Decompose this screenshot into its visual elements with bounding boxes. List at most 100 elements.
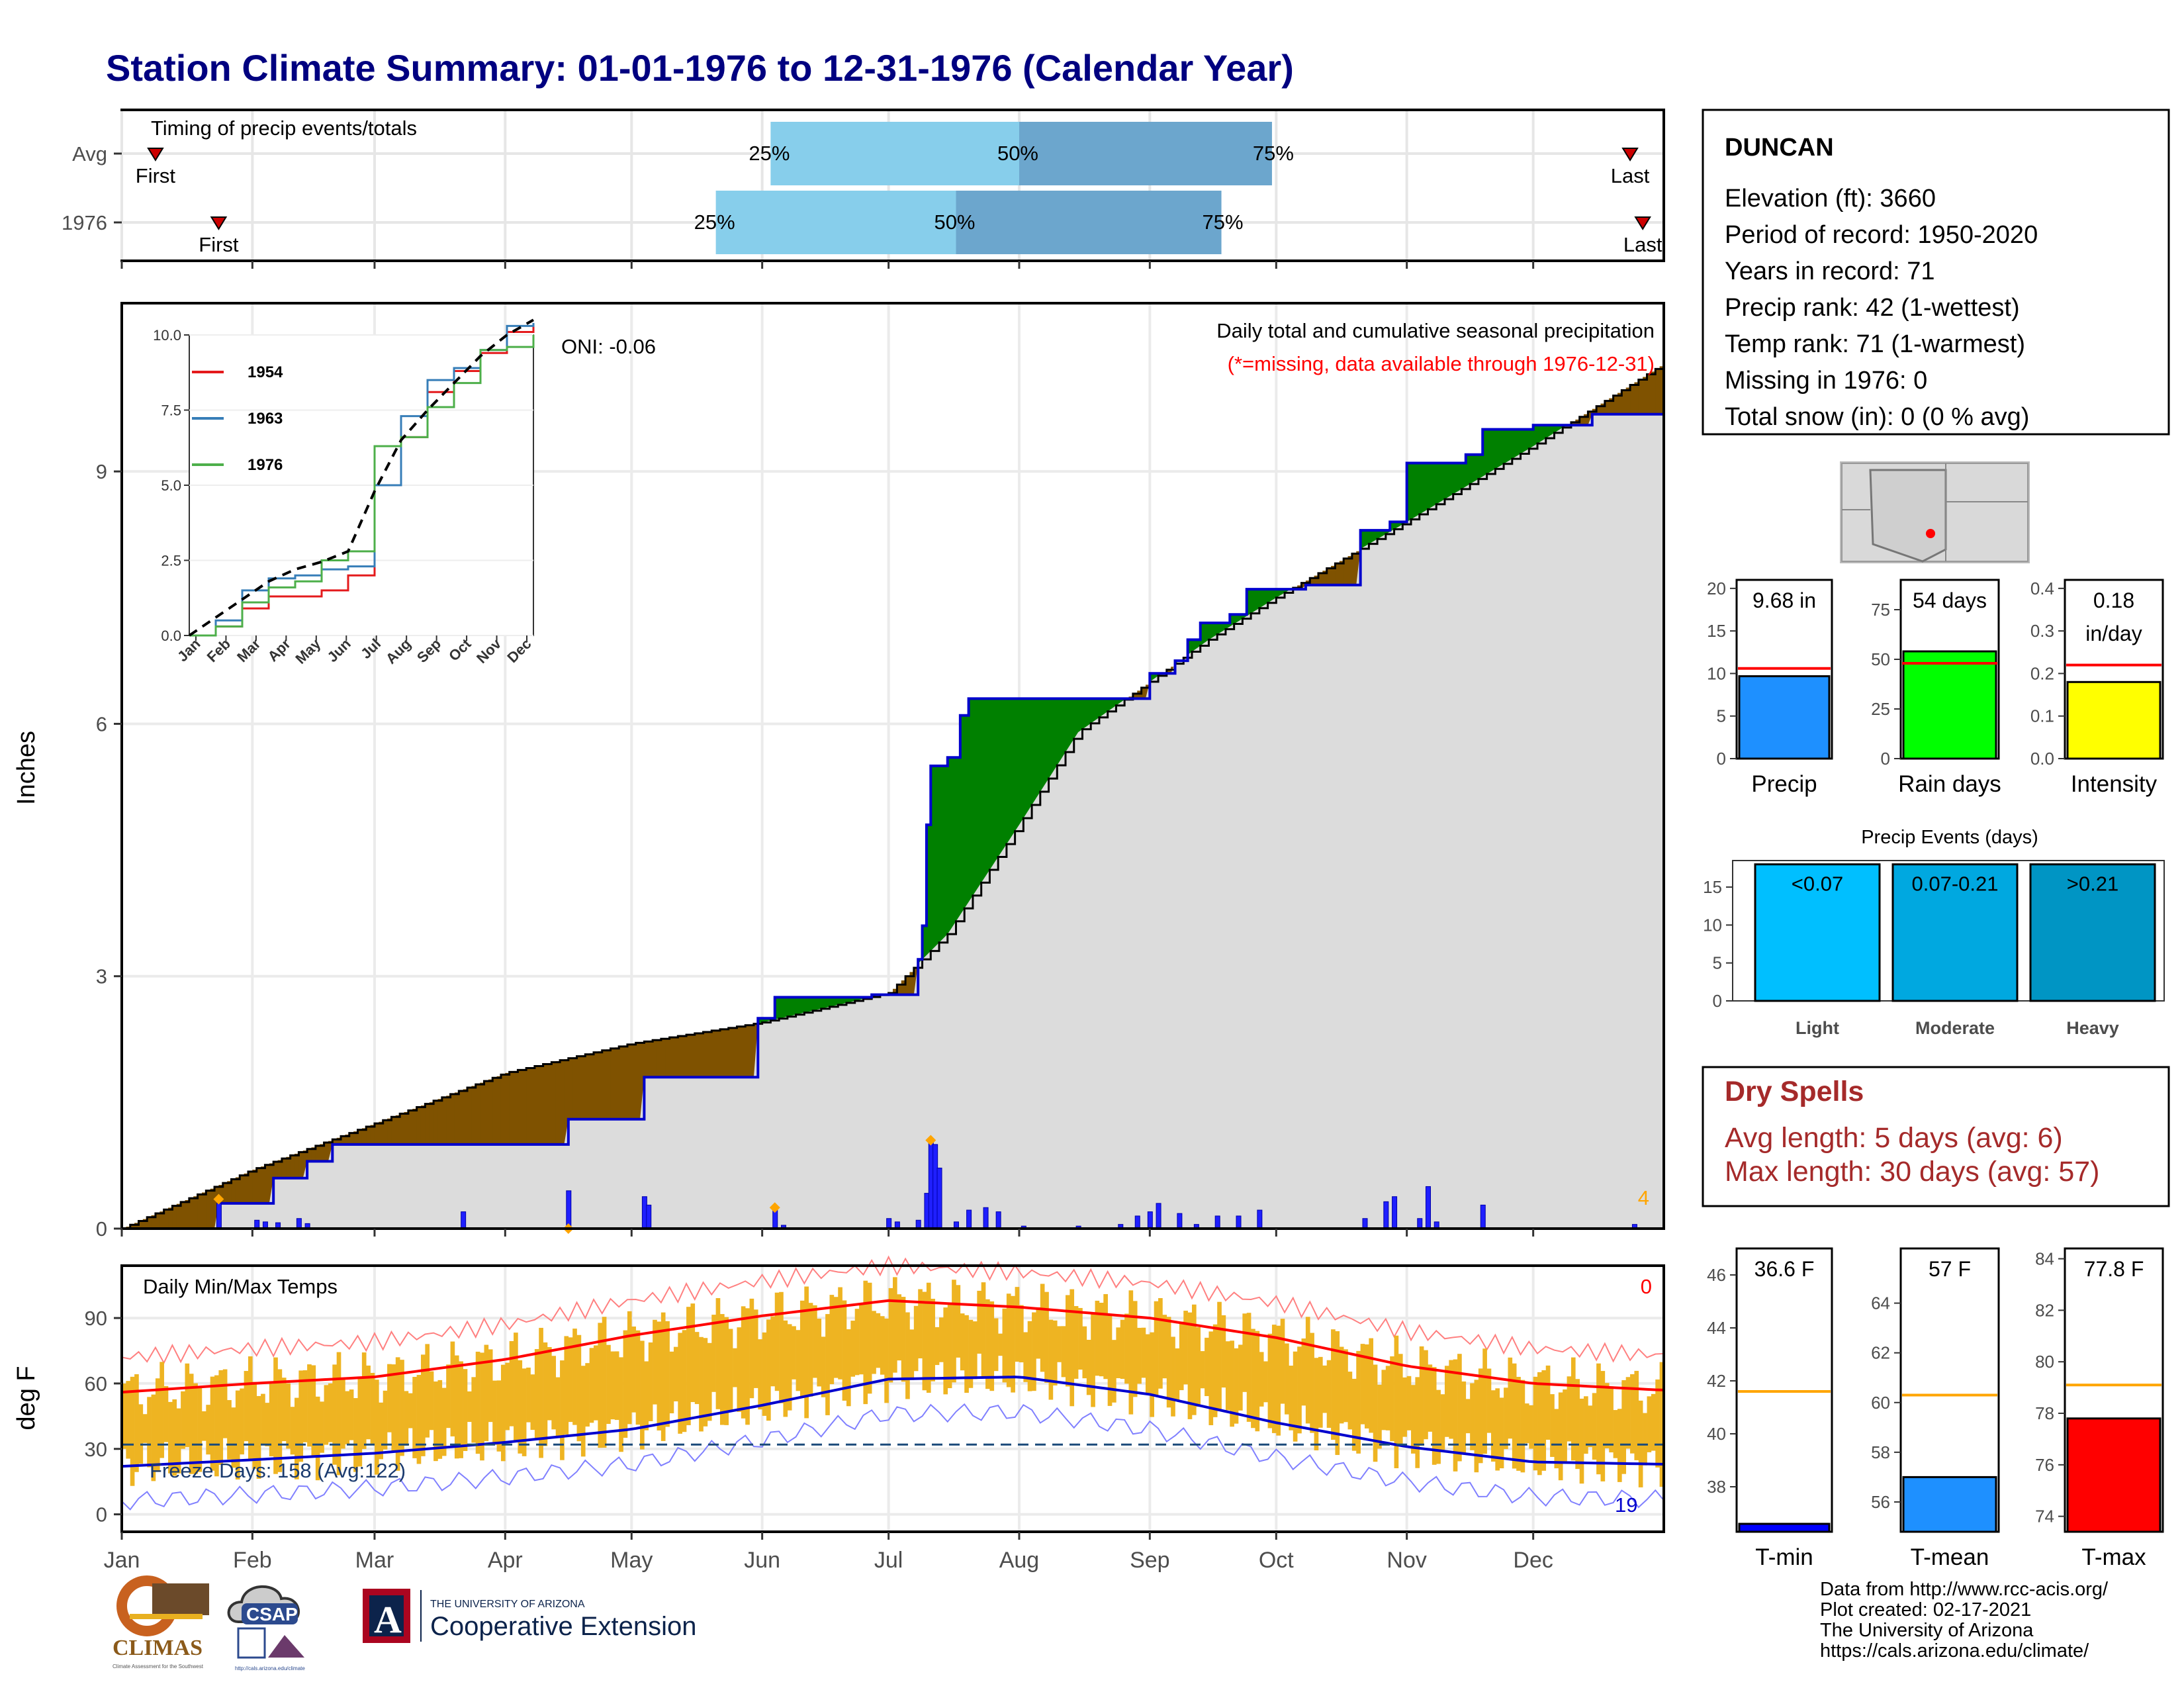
station-line-precip-rank: Precip rank: 42 (1-wettest)	[1725, 294, 2020, 322]
daily-temp-bar	[265, 1403, 269, 1446]
daily-temp-bar	[1470, 1383, 1475, 1450]
daily-temp-bar	[451, 1342, 455, 1436]
daily-temp-bar	[1289, 1366, 1293, 1430]
precip-drier-fill	[202, 1192, 206, 1229]
footer-line-url: https://cals.arizona.edu/climate/	[1820, 1641, 2108, 1662]
precip-drier-fill	[396, 1115, 400, 1145]
daily-temp-bar	[1062, 1326, 1066, 1377]
daily-temp-bar	[147, 1397, 152, 1467]
station-line-snow: Total snow (in): 0 (0 % avg)	[1725, 403, 2029, 431]
precip-drier-fill	[476, 1084, 480, 1145]
precip-y-tick-label: 6	[96, 712, 107, 735]
stat-rain-days-tick-label: 50	[1871, 649, 1890, 669]
daily-temp-bar	[623, 1331, 628, 1438]
daily-temp-bar	[800, 1301, 805, 1398]
precip-drier-fill	[488, 1080, 493, 1145]
daily-temp-bar	[484, 1345, 488, 1442]
precip-drier-fill	[446, 1096, 451, 1145]
daily-temp-bar	[1306, 1317, 1310, 1423]
daily-temp-bar	[1281, 1319, 1285, 1403]
daily-temp-bar	[164, 1386, 169, 1442]
daily-temp-bar	[282, 1378, 287, 1441]
temp-y-tick-label: 30	[85, 1438, 107, 1461]
daily-temp-bar	[754, 1309, 758, 1388]
timing-q50-label: 50%	[997, 142, 1038, 165]
daily-temp-bar	[455, 1356, 459, 1459]
stat-precip-tick-label: 10	[1707, 663, 1726, 683]
daily-temp-bar	[859, 1305, 864, 1374]
daily-temp-bar	[876, 1313, 881, 1368]
daily-temp-bar	[514, 1333, 518, 1442]
precip-wetter-fill	[1457, 463, 1462, 491]
precip-drier-fill	[387, 1119, 392, 1145]
precip-drier-fill	[400, 1113, 404, 1145]
daily-temp-bar	[130, 1377, 135, 1486]
daily-temp-bar	[463, 1369, 468, 1451]
climas-logo-stripe	[130, 1614, 203, 1619]
oni-label: ONI: -0.06	[561, 335, 656, 358]
precip-drier-fill	[737, 1027, 741, 1077]
daily-temp-bar	[1516, 1377, 1521, 1471]
daily-temp-bar	[1217, 1302, 1222, 1411]
daily-temp-bar	[1504, 1387, 1508, 1449]
inset-y-tick-label: 5.0	[161, 477, 181, 494]
daily-temp-bar	[1331, 1329, 1336, 1440]
daily-temp-bar	[1322, 1366, 1327, 1413]
daily-temp-bar	[1529, 1405, 1533, 1449]
daily-precip-bar	[1148, 1212, 1152, 1229]
precip-drier-fill	[451, 1094, 455, 1145]
station-line-temp-rank: Temp rank: 71 (1-warmest)	[1725, 330, 2025, 358]
daily-temp-bar	[1066, 1295, 1070, 1386]
timing-quartile-dark-bar	[956, 191, 1221, 254]
precip-drier-fill	[569, 1058, 573, 1119]
daily-temp-bar	[775, 1293, 780, 1391]
daily-temp-bar	[286, 1383, 291, 1449]
precip-drier-fill	[644, 1041, 649, 1077]
daily-temp-bar	[619, 1357, 623, 1452]
daily-precip-bar	[1426, 1186, 1430, 1229]
stat-rain-days-tick-label: 0	[1881, 749, 1890, 769]
precip-drier-fill	[412, 1109, 417, 1145]
precip-drier-fill	[572, 1057, 577, 1119]
daily-temp-bar	[551, 1356, 556, 1429]
daily-temp-bar	[977, 1291, 981, 1354]
precip-drier-fill	[750, 1025, 754, 1078]
precip-drier-fill	[257, 1168, 261, 1203]
precip-wetter-fill	[1003, 698, 1007, 851]
precip-wetter-fill	[1424, 463, 1428, 512]
daily-temp-bar	[868, 1283, 872, 1394]
daily-temp-bar	[909, 1329, 914, 1380]
daily-temp-bar	[181, 1391, 185, 1449]
daily-temp-bar	[1196, 1327, 1201, 1407]
daily-temp-bar	[252, 1382, 257, 1469]
daily-temp-bar	[1179, 1321, 1184, 1390]
daily-temp-bar	[737, 1327, 741, 1412]
precip-drier-fill	[177, 1204, 181, 1229]
daily-temp-bar	[724, 1317, 729, 1425]
daily-temp-bar	[741, 1306, 746, 1418]
daily-temp-bar	[674, 1347, 678, 1401]
precip-drier-fill	[1348, 556, 1353, 585]
station-name: DUNCAN	[1725, 134, 1834, 162]
daily-temp-bar	[1095, 1301, 1100, 1376]
precip-wetter-fill	[1066, 698, 1070, 752]
precip-drier-fill	[590, 1053, 594, 1119]
precip-drier-fill	[379, 1122, 383, 1145]
precip-drier-fill	[539, 1065, 543, 1145]
precip-wetter-fill	[935, 766, 940, 947]
daily-temp-bar	[952, 1280, 956, 1382]
daily-temp-bar	[1124, 1313, 1129, 1383]
precip-drier-fill	[547, 1063, 552, 1145]
daily-precip-bar	[1177, 1213, 1182, 1229]
daily-temp-bar	[1028, 1321, 1032, 1391]
precip-wetter-fill	[964, 716, 969, 909]
timing-first-label: First	[199, 233, 239, 256]
precip-wetter-fill	[1019, 698, 1024, 825]
precip-wetter-fill	[1441, 463, 1445, 501]
daily-temp-bar	[590, 1348, 594, 1423]
precip-drier-fill	[699, 1033, 704, 1077]
daily-temp-bar	[1238, 1344, 1243, 1410]
stat-t-mean-tick-label: 64	[1871, 1293, 1890, 1313]
precip-drier-fill	[1634, 382, 1639, 414]
precip-drier-fill	[236, 1178, 240, 1203]
